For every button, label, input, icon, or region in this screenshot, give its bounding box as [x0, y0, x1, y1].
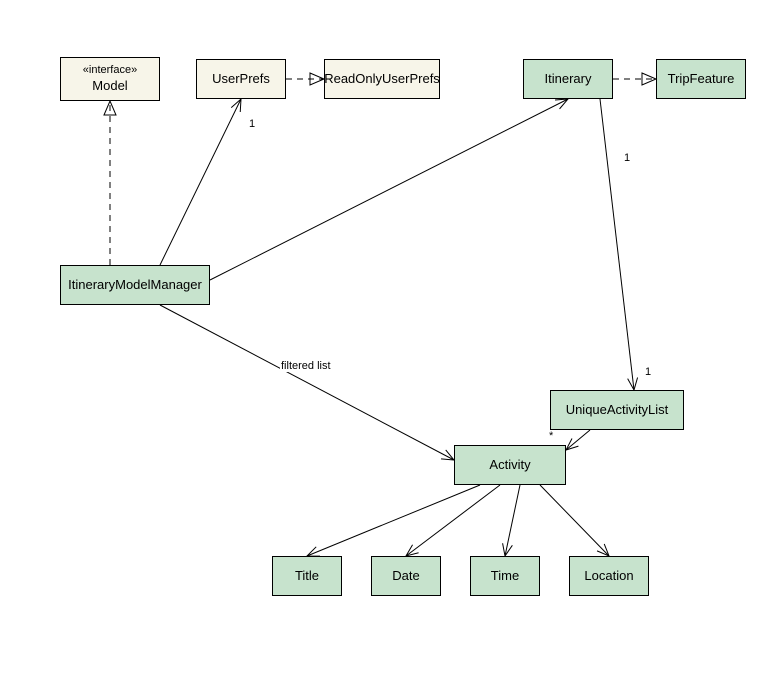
edge-imm-activity [160, 305, 454, 460]
edge-ual-activity [566, 430, 590, 450]
node-label: Location [584, 568, 633, 584]
node-label: TripFeature [668, 71, 735, 87]
edge-imm-userPrefs [160, 99, 241, 265]
node-activity: Activity [454, 445, 566, 485]
diagram-canvas: «interface»Model UserPrefs ReadOnlyUserPre… [0, 0, 759, 691]
edge-label-imm-itinerary: 1 [623, 152, 631, 164]
edge-itinerary-ual [600, 99, 634, 390]
node-label: Title [295, 568, 319, 584]
edge-label-imm-activity: filtered list [280, 360, 332, 372]
edge-activity-title [307, 485, 480, 556]
node-roUserPrefs: ReadOnlyUserPrefs [324, 59, 440, 99]
node-itinerary: Itinerary [523, 59, 613, 99]
node-label: Date [392, 568, 419, 584]
node-ual: UniqueActivityList [550, 390, 684, 430]
node-title: Title [272, 556, 342, 596]
node-label: ItineraryModelManager [68, 277, 202, 293]
node-imm: ItineraryModelManager [60, 265, 210, 305]
node-time: Time [470, 556, 540, 596]
node-label: Model [92, 78, 127, 94]
edge-activity-location [540, 485, 609, 556]
edge-imm-itinerary [210, 99, 568, 280]
edge-label-ual-activity: * [548, 430, 554, 442]
node-label: UserPrefs [212, 71, 270, 87]
node-location: Location [569, 556, 649, 596]
node-label: UniqueActivityList [566, 402, 669, 418]
node-label: Activity [489, 457, 530, 473]
node-model: «interface»Model [60, 57, 160, 101]
edge-activity-time [505, 485, 520, 556]
edge-label-imm-userPrefs: 1 [248, 118, 256, 130]
node-label: ReadOnlyUserPrefs [324, 71, 440, 87]
node-stereotype: «interface» [83, 64, 137, 78]
node-userPrefs: UserPrefs [196, 59, 286, 99]
node-label: Time [491, 568, 519, 584]
node-date: Date [371, 556, 441, 596]
edge-activity-date [406, 485, 500, 556]
node-tripFeature: TripFeature [656, 59, 746, 99]
edge-label-itinerary-ual: 1 [644, 366, 652, 378]
node-label: Itinerary [545, 71, 592, 87]
